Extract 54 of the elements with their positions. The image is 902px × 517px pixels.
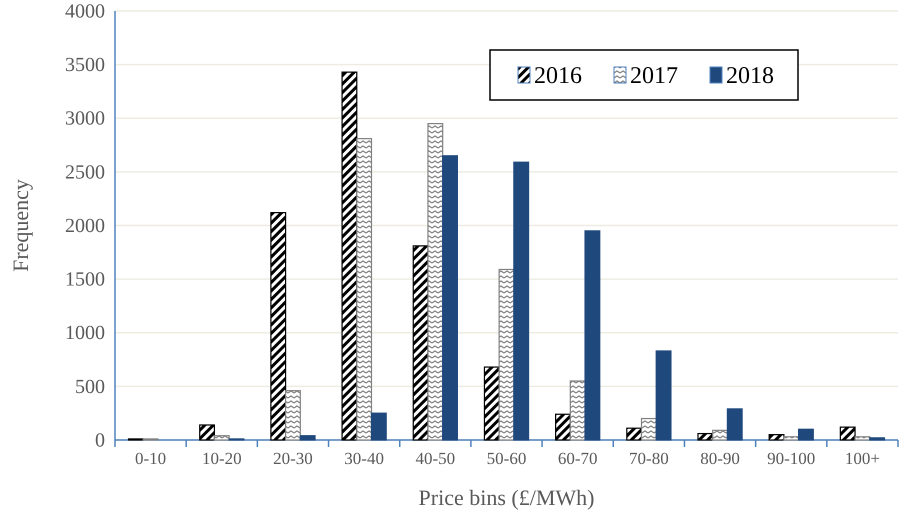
bar	[214, 435, 230, 441]
bar	[285, 390, 301, 441]
legend-label: 2018	[726, 63, 774, 89]
bar	[656, 350, 672, 441]
bar	[341, 72, 358, 441]
x-tick-label: 60-70	[558, 449, 598, 468]
bar	[783, 436, 800, 441]
bar	[370, 412, 387, 441]
x-tick-label: 50-60	[486, 449, 526, 468]
bar	[726, 408, 743, 441]
bar	[840, 426, 856, 441]
bar	[199, 424, 216, 441]
y-tick-label: 3000	[65, 108, 105, 130]
bar	[427, 123, 444, 441]
y-tick-label: 0	[95, 429, 105, 452]
bar	[640, 418, 657, 441]
legend-label: 2017	[630, 63, 678, 89]
bar	[712, 430, 728, 441]
x-tick-label: 10-20	[202, 449, 242, 468]
x-axis-title: Price bins (£/MWh)	[418, 485, 594, 510]
bar	[270, 212, 286, 441]
bar	[356, 138, 372, 441]
y-tick-label: 500	[75, 376, 105, 398]
bar	[626, 428, 642, 441]
bar	[697, 432, 714, 441]
x-tick-label: 0-10	[135, 449, 166, 468]
y-tick-label: 1500	[65, 268, 105, 291]
bar	[854, 436, 870, 441]
y-tick-label: 1000	[65, 322, 105, 344]
y-tick-label: 2500	[65, 161, 105, 184]
x-tick-label: 20-30	[273, 449, 313, 468]
bar	[768, 434, 784, 441]
y-tick-label: 4000	[65, 0, 105, 22]
x-tick-label: 80-90	[700, 449, 740, 468]
y-tick-label: 3500	[65, 54, 105, 76]
bar	[798, 428, 814, 441]
bar	[300, 435, 316, 441]
y-tick-label: 2000	[65, 214, 105, 237]
bar	[570, 380, 586, 441]
bar	[584, 230, 600, 441]
x-tick-label: 70-80	[629, 449, 669, 468]
x-tick-label: 30-40	[344, 449, 384, 468]
bar	[555, 414, 571, 441]
x-tick-label: 100+	[844, 449, 880, 468]
bar	[412, 245, 429, 441]
bar	[442, 155, 458, 441]
y-axis-title: Frequency	[8, 179, 33, 272]
bar	[869, 437, 886, 441]
bar	[498, 268, 514, 441]
legend-label: 2016	[534, 63, 582, 89]
bar	[513, 162, 530, 441]
x-tick-label: 40-50	[415, 449, 456, 468]
x-tick-label: 90-100	[767, 449, 816, 468]
bar	[484, 366, 500, 441]
